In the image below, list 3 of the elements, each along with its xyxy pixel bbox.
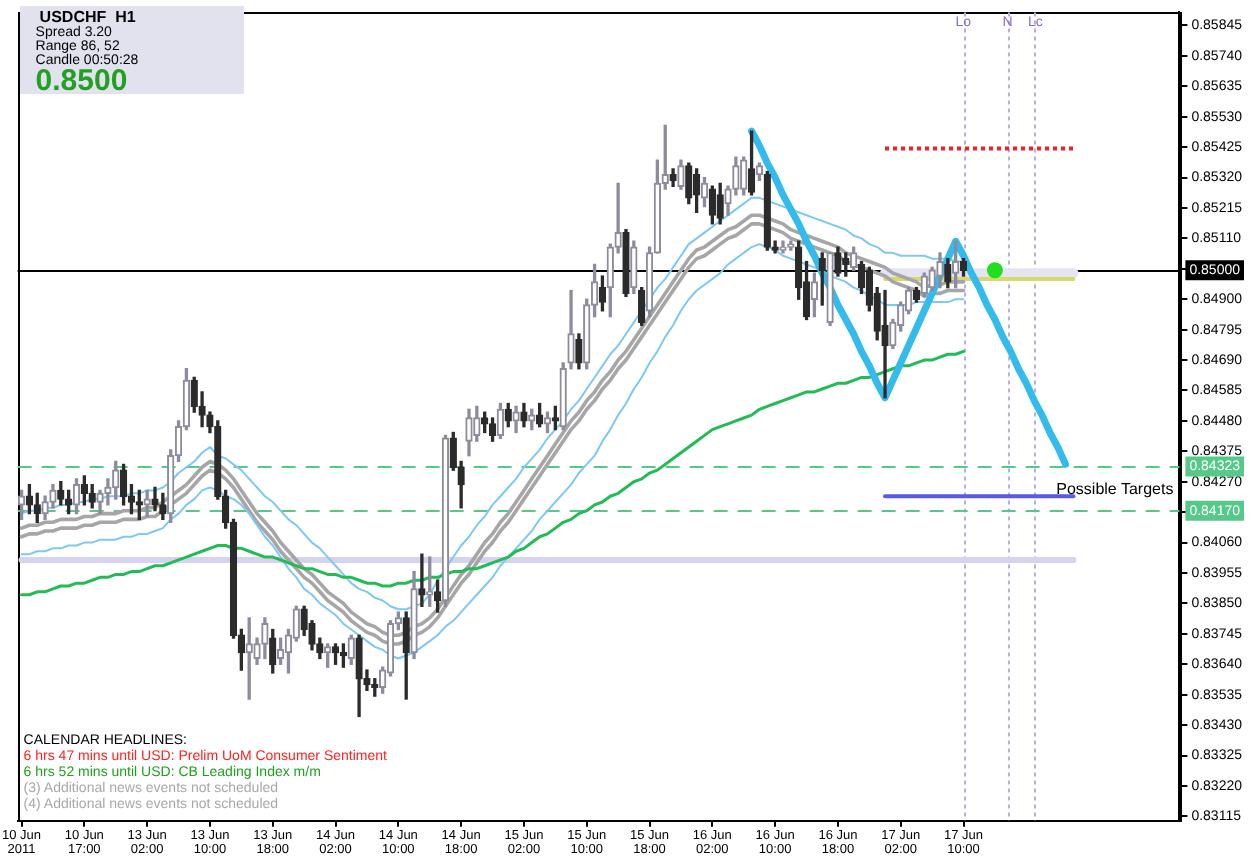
chart-title: USDCHF H1: [39, 8, 136, 26]
annotation: 0.8500: [35, 64, 128, 98]
annotation: Possible Targets: [1056, 479, 1174, 500]
